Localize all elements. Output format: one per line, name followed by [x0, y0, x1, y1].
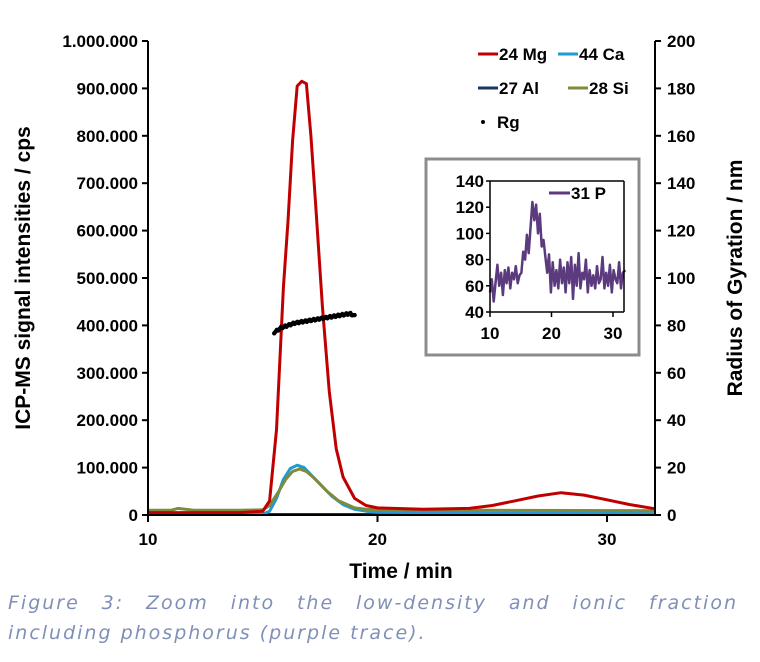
inset-x-tick-label: 30 [604, 324, 623, 343]
y-tick-label: 500.000 [77, 269, 138, 288]
series-line-24-mg [148, 79, 656, 515]
axes: 0 100.000 200.000 300.000 400.000 500.000 600.… [62, 32, 695, 549]
y-tick-label: 300.000 [77, 364, 138, 383]
y2-tick-label: 180 [667, 79, 695, 98]
inset-y-tick-label: 100 [456, 224, 484, 243]
inset-y-tick-label: 80 [465, 251, 484, 270]
y-tick-label: 400.000 [77, 316, 138, 335]
inset-chart: 40 60 80 100 120 140 10 20 30 31 P [424, 157, 641, 357]
legend-label: 28 Si [589, 79, 629, 98]
y-tick-label: 700.000 [77, 174, 138, 193]
x-axis-label: Time / min [349, 560, 452, 583]
y2-tick-label: 60 [667, 364, 686, 383]
inset-series-31-p [488, 200, 627, 303]
y2-tick-label: 0 [667, 506, 676, 525]
legend: 24 Mg 44 Ca 27 Al 28 Si Rg [478, 45, 629, 132]
legend-label: 27 Al [499, 79, 539, 98]
legend-label: 24 Mg [499, 45, 547, 64]
inset-y-tick-label: 60 [465, 277, 484, 296]
inset-legend-label: 31 P [571, 184, 606, 203]
x-tick-label: 30 [598, 530, 617, 549]
x-tick-label: 10 [139, 530, 158, 549]
y-axis-label: ICP-MS signal intensities / cps [12, 126, 35, 429]
y-tick-label: 800.000 [77, 127, 138, 146]
inset-y-tick-label: 40 [465, 303, 484, 322]
y-tick-label: 100.000 [77, 459, 138, 478]
y2-tick-label: 160 [667, 127, 695, 146]
y2-tick-label: 80 [667, 316, 686, 335]
y2-tick-label: 140 [667, 174, 695, 193]
y-tick-label: 0 [129, 506, 138, 525]
series-line-44-ca [148, 463, 656, 516]
x-tick-label: 20 [368, 530, 387, 549]
inset-y-tick-label: 140 [456, 172, 484, 191]
legend-swatch-rg [481, 120, 485, 124]
y-tick-label: 600.000 [77, 222, 138, 241]
figure-caption: Figure 3: Zoom into the low-density and … [8, 592, 738, 644]
y2-tick-label: 200 [667, 32, 695, 51]
y2-tick-label: 120 [667, 222, 695, 241]
y2-axis-label: Radius of Gyration / nm [724, 160, 747, 397]
y-tick-label: 1.000.000 [62, 32, 138, 51]
rg-point [352, 312, 357, 318]
legend-label: Rg [497, 113, 520, 132]
y-tick-label: 200.000 [77, 411, 138, 430]
series-line-28-si [148, 467, 656, 513]
y2-tick-label: 40 [667, 411, 686, 430]
inset-y-tick-label: 120 [456, 198, 484, 217]
inset-x-tick-label: 20 [542, 324, 561, 343]
rg-series [272, 310, 357, 336]
inset-x-tick-label: 10 [481, 324, 500, 343]
legend-label: 44 Ca [579, 45, 625, 64]
y-tick-label: 900.000 [77, 79, 138, 98]
chart: 0 100.000 200.000 300.000 400.000 500.000 600.… [12, 32, 747, 583]
y2-tick-label: 20 [667, 459, 686, 478]
y2-tick-label: 100 [667, 269, 695, 288]
